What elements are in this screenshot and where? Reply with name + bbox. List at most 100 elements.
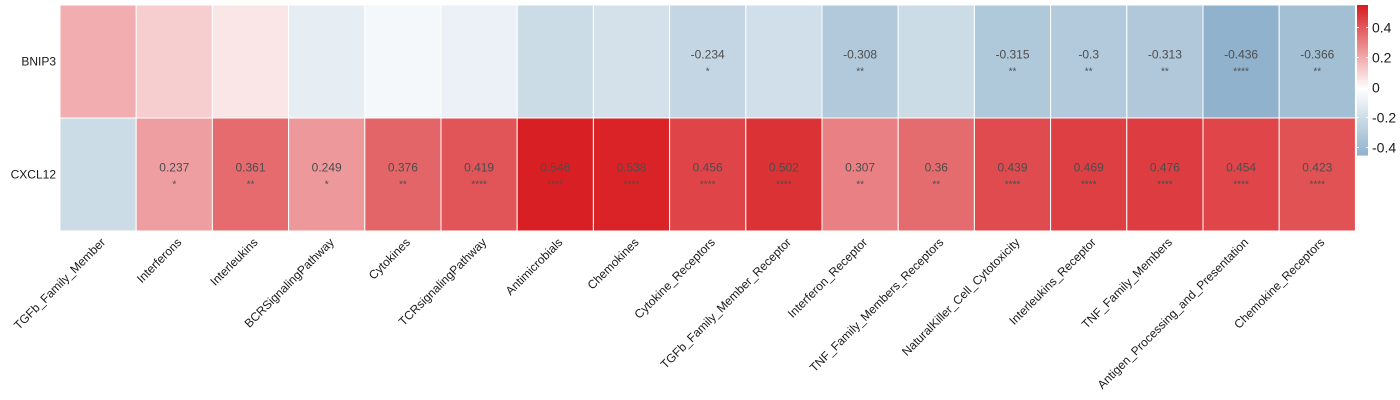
legend-gradient-segment bbox=[1357, 130, 1368, 134]
legend-gradient-segment bbox=[1357, 140, 1368, 144]
legend-gradient-segment bbox=[1357, 75, 1368, 79]
legend-gradient-segment bbox=[1357, 105, 1368, 109]
legend-gradient-segment bbox=[1357, 37, 1368, 41]
cell-value-label: 0.376 bbox=[388, 161, 418, 175]
heatmap-cell bbox=[1202, 117, 1280, 232]
column-label: Interferon_Receptor bbox=[785, 235, 870, 320]
heatmap-cell bbox=[364, 117, 442, 232]
cell-value-label: 0.469 bbox=[1074, 161, 1104, 175]
cell-significance-label: **** bbox=[700, 180, 716, 191]
legend-gradient-segment bbox=[1357, 120, 1368, 124]
cell-significance-label: * bbox=[172, 180, 176, 191]
cell-significance-label: **** bbox=[776, 180, 792, 191]
legend-gradient-segment bbox=[1357, 117, 1368, 121]
heatmap-cell bbox=[669, 4, 747, 119]
column-label: Interleukins bbox=[207, 235, 260, 288]
legend-tick-label: 0.2 bbox=[1372, 50, 1392, 66]
heatmap-cell bbox=[1278, 117, 1356, 232]
heatmap-cell bbox=[1050, 117, 1128, 232]
heatmap-cell bbox=[897, 4, 975, 119]
cell-value-label: -0.436 bbox=[1224, 48, 1258, 62]
heatmap-cell bbox=[516, 4, 594, 119]
legend-gradient-segment bbox=[1357, 82, 1368, 86]
heatmap-cell bbox=[592, 4, 671, 119]
cell-significance-label: **** bbox=[1005, 180, 1021, 191]
heatmap-cell bbox=[364, 4, 442, 119]
cell-significance-label: ** bbox=[399, 180, 407, 191]
legend-gradient-segment bbox=[1357, 85, 1368, 89]
heatmap-cell bbox=[973, 117, 1052, 232]
cell-value-label: -0.3 bbox=[1078, 48, 1099, 62]
legend-gradient-segment bbox=[1357, 10, 1368, 14]
legend-gradient-segment bbox=[1357, 55, 1368, 59]
heatmap-cell bbox=[1050, 4, 1128, 119]
cell-value-label: 0.307 bbox=[845, 161, 875, 175]
cell-significance-label: ** bbox=[1085, 67, 1093, 78]
legend-tick-label: 0 bbox=[1372, 80, 1380, 96]
column-label: TNF_Family_Members_Receptors bbox=[807, 235, 947, 375]
column-label: TGFb_Family_Member bbox=[11, 235, 108, 332]
legend-gradient-segment bbox=[1357, 20, 1368, 24]
heatmap-cell bbox=[745, 4, 823, 119]
legend-gradient-segment bbox=[1357, 145, 1368, 149]
legend-gradient-segment bbox=[1357, 72, 1368, 76]
legend-gradient-segment bbox=[1357, 135, 1368, 139]
legend-gradient-segment bbox=[1357, 47, 1368, 51]
legend-gradient-segment bbox=[1357, 77, 1368, 81]
legend-gradient-segment bbox=[1357, 27, 1368, 31]
legend-gradient-segment bbox=[1357, 97, 1368, 101]
legend-gradient-segment bbox=[1357, 132, 1368, 136]
legend-gradient-segment bbox=[1357, 80, 1368, 84]
heatmap-cell bbox=[59, 117, 137, 232]
column-label: Cytokines bbox=[366, 235, 413, 282]
legend-gradient-segment bbox=[1357, 107, 1368, 111]
legend-gradient-segment bbox=[1357, 110, 1368, 114]
legend-gradient-segment bbox=[1357, 125, 1368, 129]
cell-significance-label: ** bbox=[1161, 67, 1169, 78]
column-label: Antimicrobials bbox=[503, 235, 566, 298]
cell-value-label: 0.36 bbox=[925, 161, 949, 175]
heatmap-cell bbox=[1126, 4, 1204, 119]
legend-gradient-segment bbox=[1357, 17, 1368, 21]
cell-significance-label: **** bbox=[471, 180, 487, 191]
legend-gradient-segment bbox=[1357, 15, 1368, 19]
cell-significance-label: * bbox=[325, 180, 329, 191]
cell-significance-label: ** bbox=[856, 180, 864, 191]
heatmap-cell bbox=[516, 117, 594, 232]
heatmap-cell bbox=[973, 4, 1052, 119]
legend-gradient-segment bbox=[1357, 112, 1368, 116]
cell-value-label: 0.456 bbox=[693, 161, 723, 175]
heatmap-cells: -0.234*-0.308**-0.315**-0.3**-0.313**-0.… bbox=[59, 4, 1356, 232]
cell-value-label: 0.476 bbox=[1150, 161, 1180, 175]
cell-value-label: 0.546 bbox=[540, 161, 570, 175]
cell-significance-label: ** bbox=[247, 180, 255, 191]
legend-gradient-segment bbox=[1357, 52, 1368, 56]
legend-tick-label: 0.4 bbox=[1372, 20, 1392, 36]
legend-tick-label: -0.4 bbox=[1372, 140, 1396, 156]
cell-value-label: 0.454 bbox=[1226, 161, 1256, 175]
column-label: Chemokines bbox=[585, 235, 642, 292]
legend-gradient-segment bbox=[1357, 67, 1368, 71]
cell-significance-label: **** bbox=[1233, 180, 1249, 191]
heatmap-cell bbox=[440, 117, 518, 232]
cell-significance-label: **** bbox=[1233, 67, 1249, 78]
cell-value-label: 0.502 bbox=[769, 161, 799, 175]
cell-value-label: -0.308 bbox=[843, 48, 877, 62]
legend-gradient-segment bbox=[1357, 57, 1368, 61]
heatmap-cell bbox=[745, 117, 823, 232]
cell-significance-label: **** bbox=[1081, 180, 1097, 191]
heatmap-cell bbox=[59, 4, 137, 119]
heatmap-cell bbox=[440, 4, 518, 119]
color-legend: 0.4 0.2 0 -0.2 -0.4 bbox=[1357, 5, 1396, 156]
legend-gradient-segment bbox=[1357, 102, 1368, 106]
heatmap-cell bbox=[288, 117, 366, 232]
legend-gradient-segment bbox=[1357, 12, 1368, 16]
heatmap-cell bbox=[211, 4, 290, 119]
column-label: Interferons bbox=[134, 235, 184, 285]
heatmap-cell bbox=[821, 4, 899, 119]
heatmap-cell bbox=[135, 117, 213, 232]
heatmap-cell bbox=[135, 4, 213, 119]
legend-gradient-segment bbox=[1357, 147, 1368, 151]
cell-significance-label: **** bbox=[624, 180, 640, 191]
heatmap-cell bbox=[1202, 4, 1280, 119]
